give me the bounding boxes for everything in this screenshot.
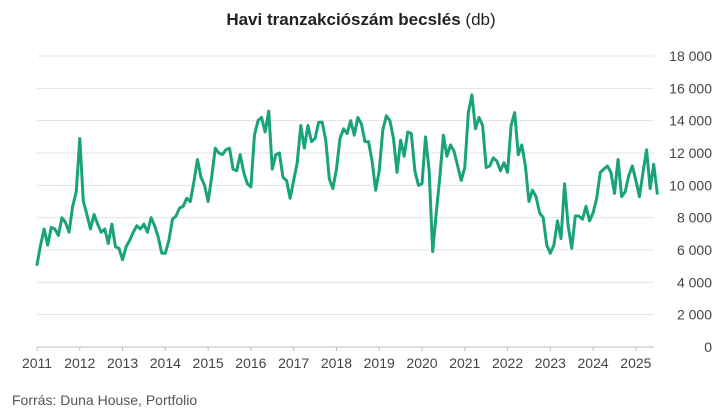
x-tick-label: 2015: [193, 355, 224, 371]
x-tick-label: 2011: [22, 355, 52, 371]
x-tick-label: 2021: [449, 355, 480, 371]
source-note: Forrás: Duna House, Portfolio: [12, 392, 198, 408]
y-tick-label: 4 000: [677, 274, 712, 290]
y-tick-label: 8 000: [677, 210, 712, 226]
y-tick-label: 6 000: [677, 242, 712, 258]
y-tick-label: 10 000: [669, 177, 712, 193]
x-tick-label: 2018: [321, 355, 352, 371]
y-tick-label: 2 000: [677, 307, 712, 323]
x-tick-label: 2012: [64, 355, 95, 371]
x-tick-label: 2016: [235, 355, 266, 371]
chart-title-main: Havi tranzakciószám becslés: [226, 10, 461, 29]
x-tick-label: 2020: [406, 355, 437, 371]
x-tick-label: 2025: [620, 355, 651, 371]
chart-title: Havi tranzakciószám becslés (db): [0, 10, 722, 30]
y-tick-label: 14 000: [669, 113, 712, 129]
x-tick-label: 2017: [278, 355, 309, 371]
y-tick-label: 0: [704, 339, 712, 355]
y-tick-label: 18 000: [669, 48, 712, 64]
x-tick-label: 2019: [364, 355, 395, 371]
chart-title-unit: (db): [465, 10, 496, 29]
x-tick-label: 2014: [150, 355, 181, 371]
x-tick-label: 2023: [535, 355, 566, 371]
x-tick-label: 2013: [107, 355, 138, 371]
x-tick-label: 2022: [492, 355, 523, 371]
y-tick-label: 12 000: [669, 145, 712, 161]
y-tick-label: 16 000: [669, 80, 712, 96]
x-tick-label: 2024: [578, 355, 609, 371]
series-line: [35, 93, 659, 267]
